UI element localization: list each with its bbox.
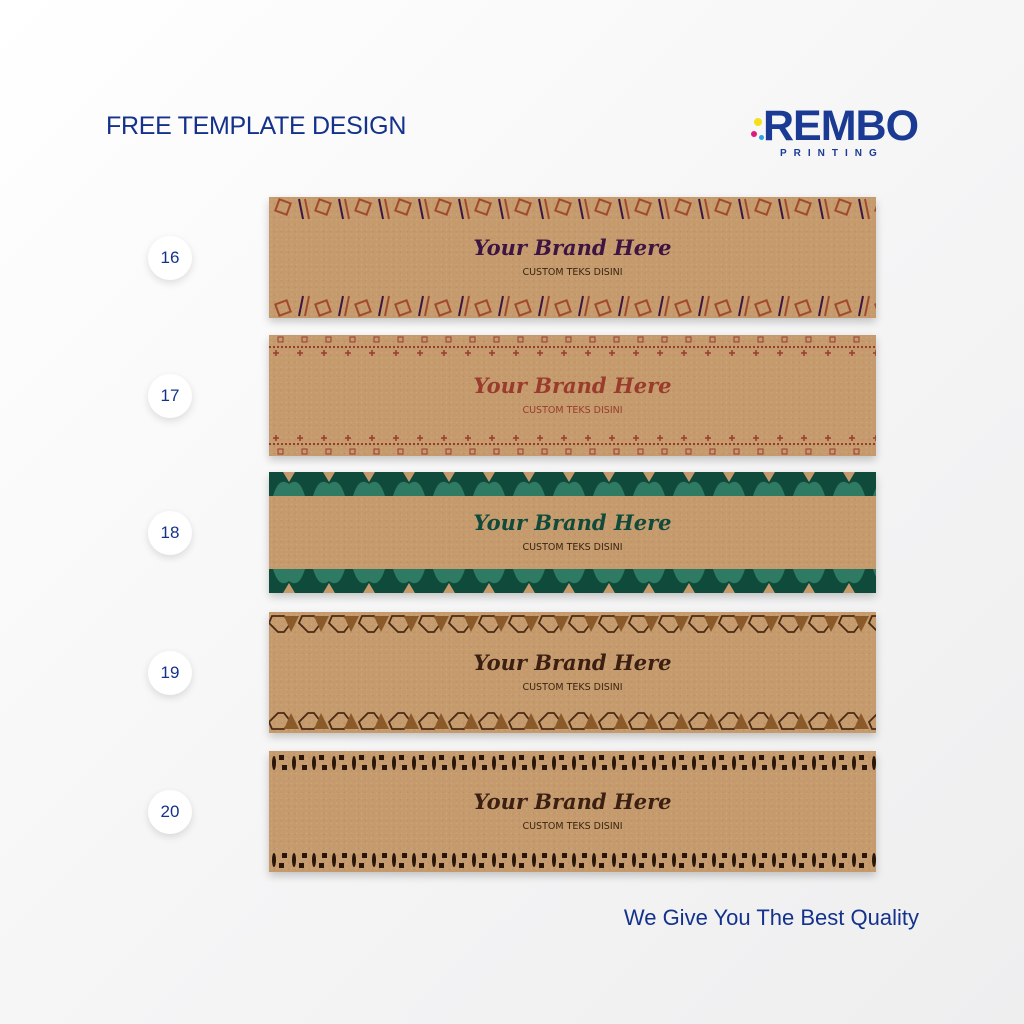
custom-text: CUSTOM TEKS DISINI <box>522 267 623 278</box>
top-pattern-border <box>269 472 876 496</box>
custom-text: CUSTOM TEKS DISINI <box>522 821 623 832</box>
template-label-16[interactable]: Your Brand Here CUSTOM TEKS DISINI <box>269 197 876 318</box>
template-label-17[interactable]: Your Brand Here CUSTOM TEKS DISINI <box>269 335 876 456</box>
brand-text: Your Brand Here <box>473 373 672 398</box>
top-pattern-border <box>269 615 876 633</box>
brand-text: Your Brand Here <box>473 235 672 260</box>
template-number-badge: 19 <box>148 651 192 695</box>
bottom-pattern-border <box>269 569 876 593</box>
logo-dot-yellow <box>754 118 762 126</box>
custom-text: CUSTOM TEKS DISINI <box>522 405 623 416</box>
brand-text: Your Brand Here <box>473 789 672 814</box>
bottom-pattern-border <box>269 712 876 730</box>
template-number-badge: 17 <box>148 374 192 418</box>
template-label-18[interactable]: Your Brand Here CUSTOM TEKS DISINI <box>269 472 876 593</box>
page-title: FREE TEMPLATE DESIGN <box>106 112 407 140</box>
template-number-badge: 18 <box>148 511 192 555</box>
custom-text: CUSTOM TEKS DISINI <box>522 682 623 693</box>
rembo-printing-logo: REMBO PRINTING <box>750 104 925 164</box>
logo-dot-magenta <box>751 131 757 137</box>
bottom-pattern-border <box>274 295 876 317</box>
top-pattern-border <box>272 755 876 770</box>
template-label-19[interactable]: Your Brand Here CUSTOM TEKS DISINI <box>269 612 876 733</box>
bottom-pattern-border <box>269 435 876 455</box>
template-number-badge: 20 <box>148 790 192 834</box>
top-pattern-border <box>269 336 876 356</box>
brand-text: Your Brand Here <box>473 510 672 535</box>
bottom-pattern-border <box>272 853 876 868</box>
logo-dot-cyan <box>759 135 764 140</box>
template-number-badge: 16 <box>148 236 192 280</box>
template-label-20[interactable]: Your Brand Here CUSTOM TEKS DISINI <box>269 751 876 872</box>
logo-wordmark: REMBO <box>763 102 919 150</box>
logo-subtext: PRINTING <box>780 148 884 159</box>
brand-text: Your Brand Here <box>473 650 672 675</box>
custom-text: CUSTOM TEKS DISINI <box>522 542 623 553</box>
tagline: We Give You The Best Quality <box>623 905 919 930</box>
top-pattern-border <box>274 198 876 220</box>
